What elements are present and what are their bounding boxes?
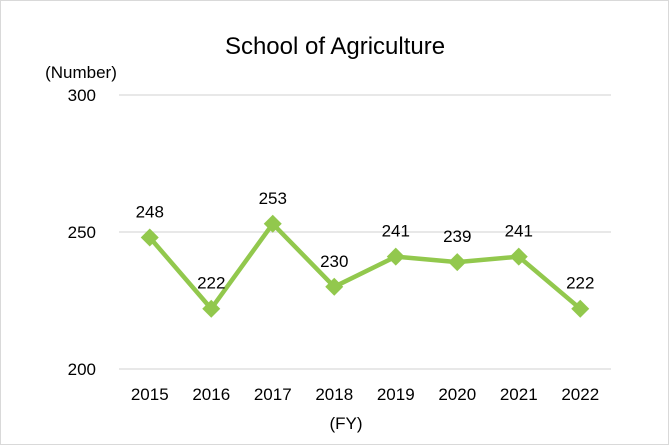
data-label: 222 [197, 274, 225, 293]
x-tick-label: 2021 [500, 385, 538, 404]
x-tick-label: 2019 [377, 385, 415, 404]
data-label: 241 [505, 222, 533, 241]
data-point [448, 253, 467, 272]
x-tick-label: 2022 [561, 385, 599, 404]
series-line [148, 221, 582, 311]
data-point [202, 299, 221, 318]
x-axis-label: (FY) [329, 414, 362, 433]
y-tick-labels: 200 250 300 [68, 86, 96, 379]
x-tick-labels: 2015 2016 2017 2018 2019 2020 2021 2022 [131, 385, 599, 404]
data-label: 241 [382, 222, 410, 241]
x-tick-label: 2018 [315, 385, 353, 404]
chart-title: School of Agriculture [225, 33, 445, 60]
data-point [325, 277, 344, 296]
data-labels: 248 222 253 230 241 239 241 222 [136, 189, 595, 293]
data-label: 230 [320, 252, 348, 271]
y-axis-label: (Number) [45, 63, 117, 82]
y-tick-label: 250 [68, 223, 96, 242]
x-tick-label: 2016 [192, 385, 230, 404]
y-tick-label: 200 [68, 360, 96, 379]
data-point [140, 228, 159, 247]
data-point [509, 247, 528, 266]
y-tick-label: 300 [68, 86, 96, 105]
series-group [140, 214, 590, 318]
data-point [386, 247, 405, 266]
x-tick-label: 2020 [438, 385, 476, 404]
data-point [263, 214, 282, 233]
x-tick-label: 2015 [131, 385, 169, 404]
data-label: 239 [443, 227, 471, 246]
data-label: 253 [259, 189, 287, 208]
x-tick-label: 2017 [254, 385, 292, 404]
data-label: 248 [136, 202, 164, 221]
data-point [571, 299, 590, 318]
grid-lines [119, 94, 611, 370]
data-label: 222 [566, 274, 594, 293]
